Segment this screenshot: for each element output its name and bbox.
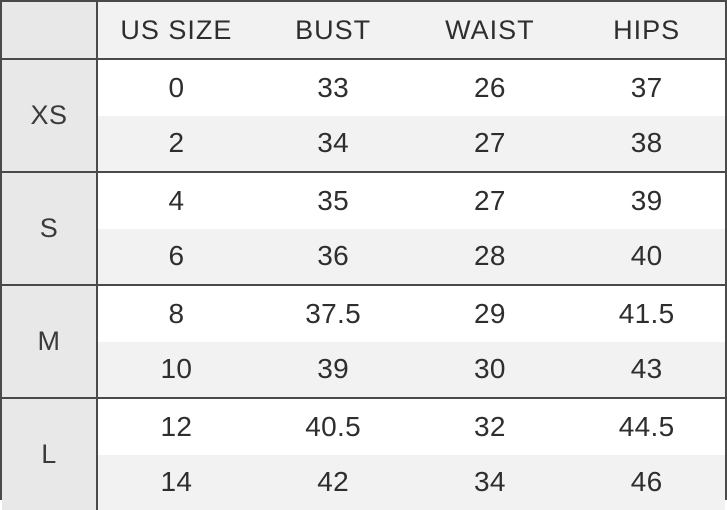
size-group-s-rows: 4 35 27 39 6 36 28 40 (98, 173, 725, 284)
size-label-m: M (2, 286, 98, 397)
size-label-l: L (2, 399, 98, 510)
size-label-xs: XS (2, 60, 98, 171)
cell-us-size: 12 (98, 399, 255, 455)
size-group-l-rows: 12 40.5 32 44.5 14 42 34 46 (98, 399, 725, 510)
cell-us-size: 2 (98, 116, 255, 172)
cell-waist: 28 (412, 229, 569, 285)
cell-bust: 37.5 (255, 286, 412, 342)
table-row: 10 39 30 43 (98, 342, 725, 398)
cell-bust: 42 (255, 455, 412, 510)
table-row: 14 42 34 46 (98, 455, 725, 510)
cell-us-size: 14 (98, 455, 255, 510)
table-row: 0 33 26 37 (98, 60, 725, 116)
table-row: 6 36 28 40 (98, 229, 725, 285)
cell-waist: 27 (412, 173, 569, 229)
cell-bust: 36 (255, 229, 412, 285)
cell-hips: 46 (568, 455, 725, 510)
cell-waist: 29 (412, 286, 569, 342)
table-row: 2 34 27 38 (98, 116, 725, 172)
cell-bust: 33 (255, 60, 412, 116)
cell-us-size: 0 (98, 60, 255, 116)
table-row: 8 37.5 29 41.5 (98, 286, 725, 342)
cell-us-size: 6 (98, 229, 255, 285)
cell-bust: 39 (255, 342, 412, 398)
cell-waist: 34 (412, 455, 569, 510)
header-data-area: US SIZE BUST WAIST HIPS (98, 2, 725, 58)
cell-us-size: 8 (98, 286, 255, 342)
cell-waist: 26 (412, 60, 569, 116)
table-header-row: US SIZE BUST WAIST HIPS (2, 2, 725, 60)
cell-us-size: 4 (98, 173, 255, 229)
size-group-xs-rows: 0 33 26 37 2 34 27 38 (98, 60, 725, 171)
cell-bust: 40.5 (255, 399, 412, 455)
size-group-xs: XS 0 33 26 37 2 34 27 38 (2, 60, 725, 173)
table-row: 4 35 27 39 (98, 173, 725, 229)
cell-waist: 30 (412, 342, 569, 398)
column-header-bust: BUST (255, 2, 412, 58)
cell-hips: 40 (568, 229, 725, 285)
cell-waist: 27 (412, 116, 569, 172)
column-header-waist: WAIST (412, 2, 569, 58)
cell-bust: 35 (255, 173, 412, 229)
cell-hips: 37 (568, 60, 725, 116)
cell-hips: 43 (568, 342, 725, 398)
cell-hips: 41.5 (568, 286, 725, 342)
size-group-s: S 4 35 27 39 6 36 28 40 (2, 173, 725, 286)
cell-hips: 38 (568, 116, 725, 172)
header-cells: US SIZE BUST WAIST HIPS (98, 2, 725, 58)
cell-waist: 32 (412, 399, 569, 455)
cell-hips: 44.5 (568, 399, 725, 455)
cell-bust: 34 (255, 116, 412, 172)
header-corner-cell (2, 2, 98, 58)
size-group-m-rows: 8 37.5 29 41.5 10 39 30 43 (98, 286, 725, 397)
column-header-hips: HIPS (568, 2, 725, 58)
table-row: 12 40.5 32 44.5 (98, 399, 725, 455)
column-header-us-size: US SIZE (98, 2, 255, 58)
cell-us-size: 10 (98, 342, 255, 398)
size-group-m: M 8 37.5 29 41.5 10 39 30 43 (2, 286, 725, 399)
cell-hips: 39 (568, 173, 725, 229)
size-group-l: L 12 40.5 32 44.5 14 42 34 46 (2, 399, 725, 510)
size-label-s: S (2, 173, 98, 284)
